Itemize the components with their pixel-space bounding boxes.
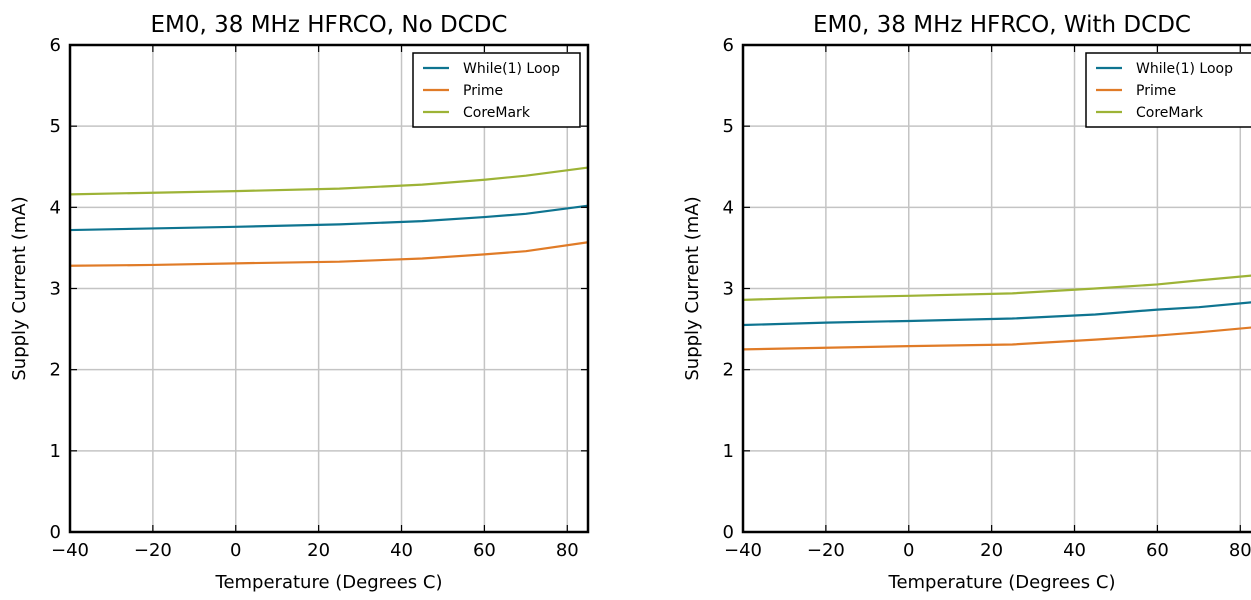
x-tick-label: 20 <box>980 540 1003 561</box>
x-axis-label: Temperature (Degrees C) <box>215 572 443 593</box>
series-line-3 <box>742 274 1251 301</box>
y-tick-label: 3 <box>50 279 61 300</box>
y-tick-label: 6 <box>50 35 61 56</box>
y-tick-label: 0 <box>50 522 61 543</box>
series-line-1 <box>742 301 1251 327</box>
y-axis-label: Supply Current (mA) <box>9 196 30 380</box>
y-tick-label: 4 <box>723 197 734 218</box>
series-line-2 <box>742 326 1251 351</box>
x-tick-label: 40 <box>390 540 413 561</box>
series-line-2 <box>69 241 589 267</box>
chart-1: −40 −20 0 20 40 60 80 0 1 2 3 4 5 6 EM0, 38 MHz HFRCO,… <box>9 12 590 593</box>
legend: While(1) Loop Prime CoreMark <box>412 52 581 128</box>
legend-label: CoreMark <box>463 105 531 121</box>
y-tick-label: 1 <box>50 441 61 462</box>
x-tick-label: 60 <box>1146 540 1169 561</box>
y-tick-label: 5 <box>50 116 61 137</box>
y-tick-label: 3 <box>723 279 734 300</box>
y-tick-label: 5 <box>723 116 734 137</box>
legend-label: Prime <box>463 83 503 99</box>
y-tick-label: 0 <box>723 522 734 543</box>
series-line-3 <box>69 166 589 196</box>
x-tick-label: −20 <box>134 540 172 561</box>
y-tick-label: 1 <box>723 441 734 462</box>
x-axis-label: Temperature (Degrees C) <box>888 572 1116 593</box>
legend-label: While(1) Loop <box>1136 61 1233 77</box>
x-tick-label: 0 <box>230 540 241 561</box>
legend-label: CoreMark <box>1136 105 1204 121</box>
y-tick-label: 4 <box>50 197 61 218</box>
x-tick-label: 80 <box>1229 540 1251 561</box>
x-tick-label: 0 <box>903 540 914 561</box>
series-line-1 <box>69 204 589 232</box>
x-tick-label: 40 <box>1063 540 1086 561</box>
y-tick-label: 6 <box>723 35 734 56</box>
x-tick-label: 80 <box>556 540 579 561</box>
x-tick-label: −40 <box>51 540 89 561</box>
x-tick-label: 60 <box>473 540 496 561</box>
y-tick-label: 2 <box>50 360 61 381</box>
legend-label: Prime <box>1136 83 1176 99</box>
x-tick-label: −20 <box>807 540 845 561</box>
legend-label: While(1) Loop <box>463 61 560 77</box>
x-tick-label: 20 <box>307 540 330 561</box>
chart-title: EM0, 38 MHz HFRCO, With DCDC <box>813 12 1191 38</box>
y-tick-label: 2 <box>723 360 734 381</box>
chart-2: −40 −20 0 20 40 60 80 0 1 2 3 4 5 6 EM0, 38 MHz HFRCO,… <box>682 12 1251 593</box>
legend: While(1) Loop Prime CoreMark <box>1085 52 1251 128</box>
x-tick-label: −40 <box>724 540 762 561</box>
y-axis-label: Supply Current (mA) <box>682 196 703 380</box>
chart-title: EM0, 38 MHz HFRCO, No DCDC <box>150 12 507 38</box>
